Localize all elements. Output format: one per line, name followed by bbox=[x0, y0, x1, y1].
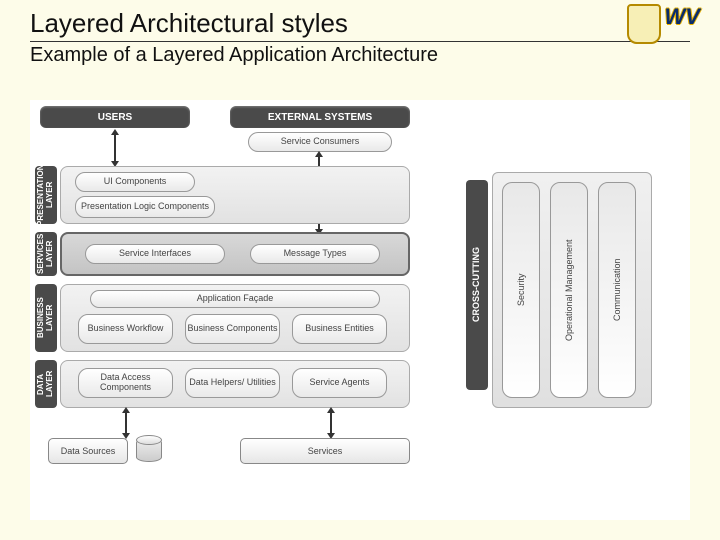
users-header: USERS bbox=[40, 106, 190, 128]
business-workflow: Business Workflow bbox=[78, 314, 173, 344]
architecture-diagram: USERS EXTERNAL SYSTEMS Service Consumers… bbox=[30, 100, 690, 520]
data-access: Data Access Components bbox=[78, 368, 173, 398]
shield-icon bbox=[627, 4, 661, 44]
service-agents: Service Agents bbox=[292, 368, 387, 398]
arrow-users-to-presentation bbox=[114, 134, 116, 162]
arrow-data-to-sources bbox=[125, 412, 127, 434]
message-types: Message Types bbox=[250, 244, 380, 264]
service-interfaces: Service Interfaces bbox=[85, 244, 225, 264]
cross-cutting-label: CROSS-CUTTING bbox=[466, 180, 488, 390]
comm-column: Communication bbox=[598, 182, 636, 398]
page-subtitle: Example of a Layered Application Archite… bbox=[0, 42, 720, 67]
services-box: Services bbox=[240, 438, 410, 464]
wv-logo-icon: WV bbox=[665, 4, 700, 30]
data-helpers: Data Helpers/ Utilities bbox=[185, 368, 280, 398]
business-entities: Business Entities bbox=[292, 314, 387, 344]
security-column: Security bbox=[502, 182, 540, 398]
ops-column: Operational Management bbox=[550, 182, 588, 398]
presentation-layer-label: PRESENTATION LAYER bbox=[35, 166, 57, 224]
presentation-logic: Presentation Logic Components bbox=[75, 196, 215, 218]
business-layer-label: BUSINESS LAYER bbox=[35, 284, 57, 352]
external-header: EXTERNAL SYSTEMS bbox=[230, 106, 410, 128]
data-layer-label: DATA LAYER bbox=[35, 360, 57, 408]
business-components: Business Components bbox=[185, 314, 280, 344]
data-sources-box: Data Sources bbox=[48, 438, 128, 464]
service-consumers-pill: Service Consumers bbox=[248, 132, 392, 152]
logo-group: WV bbox=[627, 4, 700, 44]
ui-components: UI Components bbox=[75, 172, 195, 192]
services-layer-label: SERVICES LAYER bbox=[35, 232, 57, 276]
database-icon bbox=[136, 438, 162, 462]
arrow-data-to-services bbox=[330, 412, 332, 434]
application-facade: Application Façade bbox=[90, 290, 380, 308]
page-title: Layered Architectural styles bbox=[0, 0, 720, 39]
